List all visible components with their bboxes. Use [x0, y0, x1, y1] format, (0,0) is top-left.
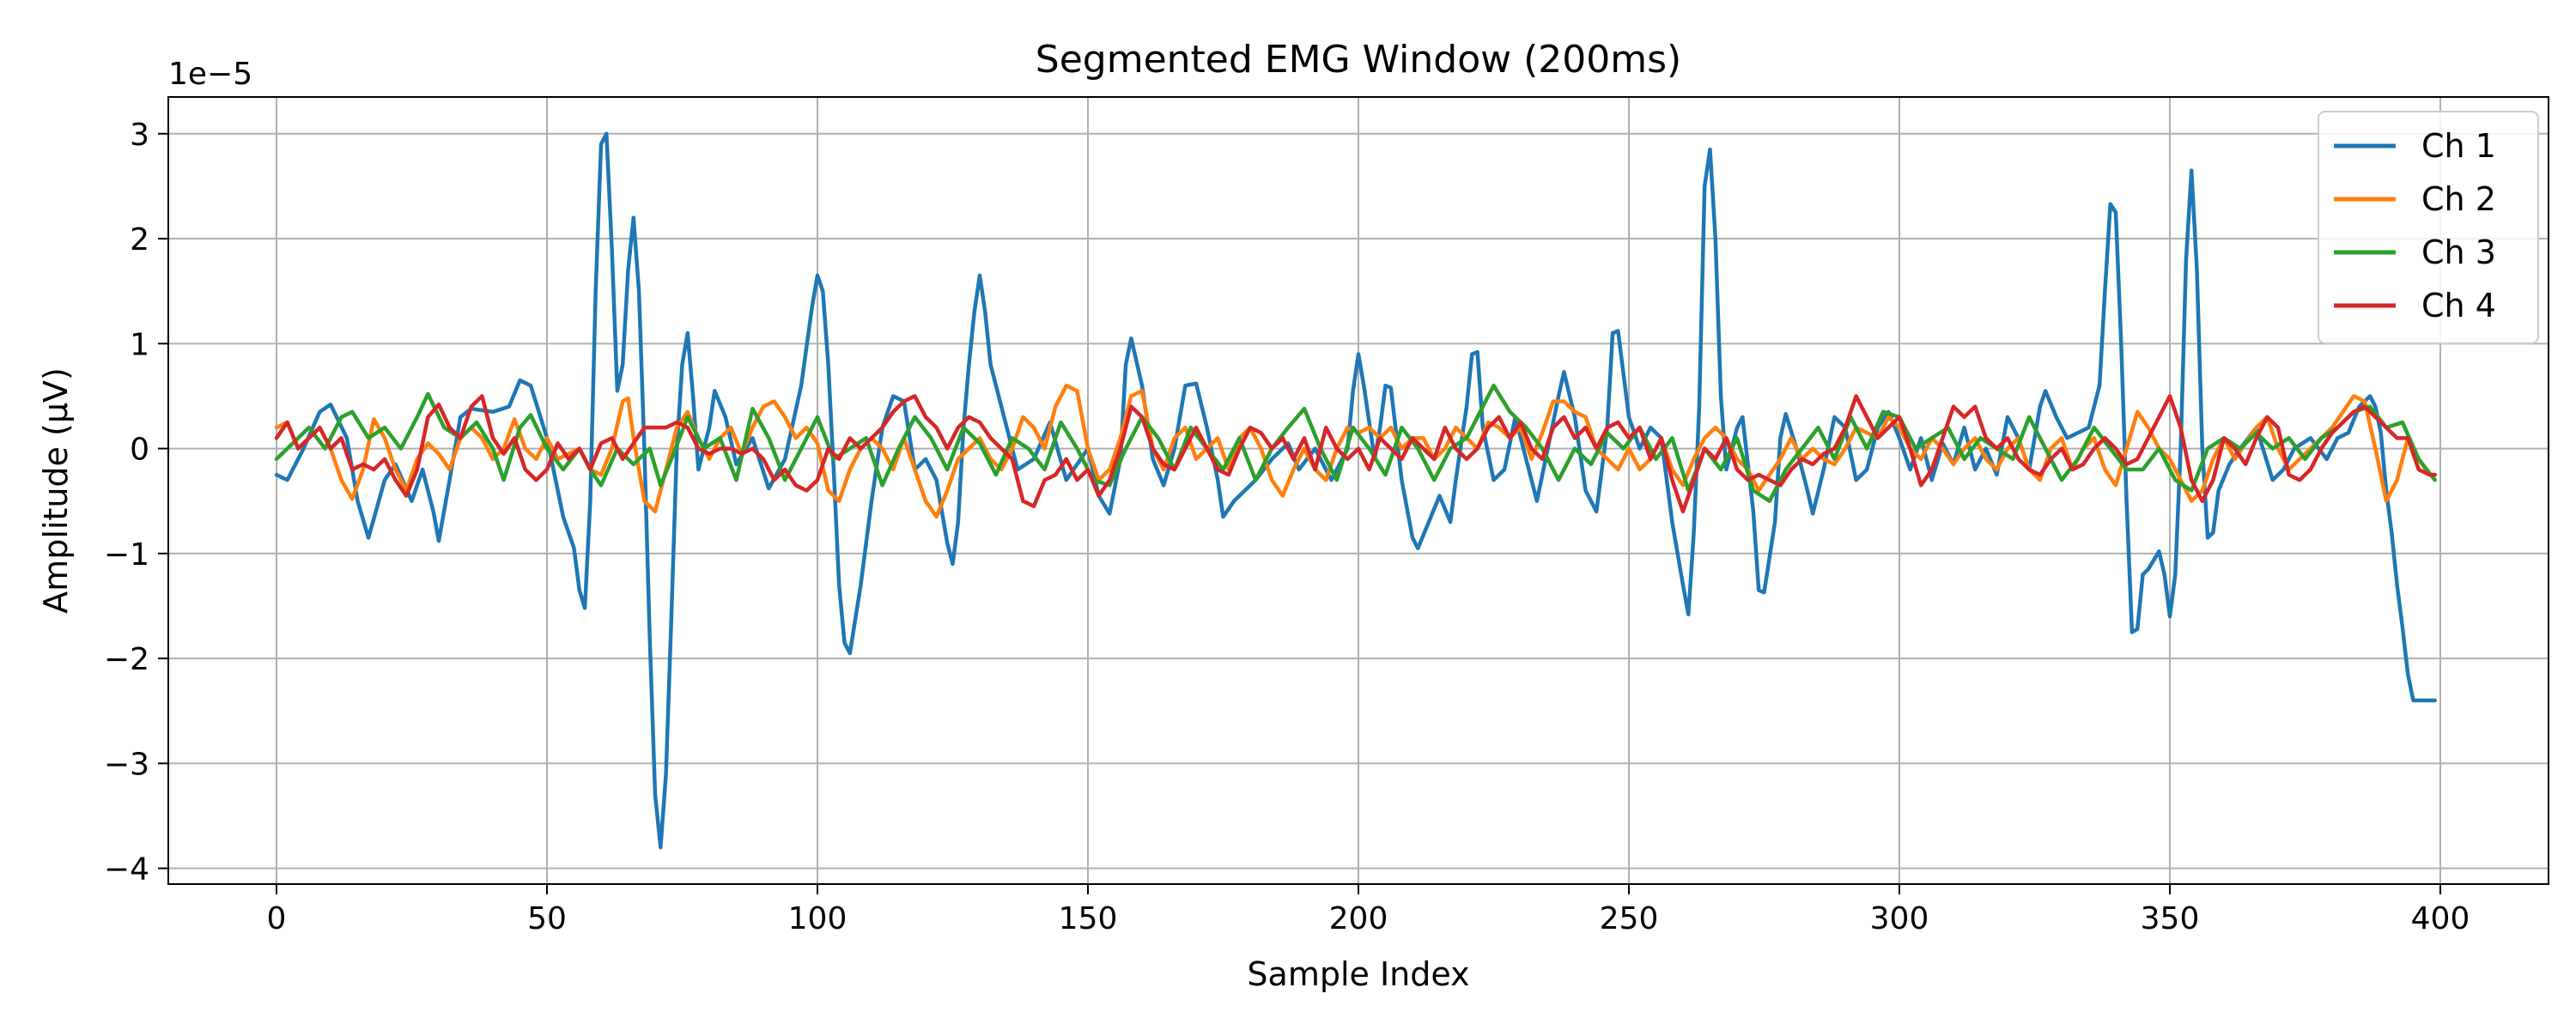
y-tick-label: 3 — [130, 118, 149, 153]
series-group — [274, 131, 2437, 850]
legend-label-ch1: Ch 1 — [2421, 127, 2496, 165]
x-tick-label: 100 — [788, 901, 848, 936]
y-axis-offset-text: 1e−5 — [168, 57, 252, 92]
x-tick-label: 200 — [1329, 901, 1388, 936]
x-tick-label: 400 — [2411, 901, 2470, 936]
legend-label-ch3: Ch 3 — [2421, 233, 2496, 271]
legend-label-ch2: Ch 2 — [2421, 180, 2496, 218]
series-line-ch4 — [274, 394, 2437, 514]
chart-title: Segmented EMG Window (200ms) — [1036, 38, 1681, 82]
legend-box — [2318, 111, 2539, 344]
legend-label-ch4: Ch 4 — [2421, 287, 2496, 324]
legend: Ch 1 Ch 2 Ch 3 Ch 4 — [2318, 111, 2539, 344]
y-tick-label: −1 — [104, 537, 149, 573]
y-axis-ticks: 3 2 1 0 −1 −2 −3 −4 — [104, 118, 168, 888]
y-tick-label: −4 — [104, 852, 149, 888]
x-axis-label: Sample Index — [1247, 955, 1469, 993]
series-line-ch3 — [274, 383, 2437, 503]
y-tick-label: −2 — [104, 642, 149, 677]
x-tick-label: 250 — [1600, 901, 1659, 936]
y-tick-label: −3 — [104, 747, 149, 782]
x-tick-label: 300 — [1870, 901, 1929, 936]
x-axis-ticks: 0 50 100 150 200 250 300 350 400 — [267, 884, 2470, 936]
x-tick-label: 0 — [267, 901, 287, 936]
y-tick-label: 0 — [130, 433, 149, 468]
y-axis-label: Amplitude (μV) — [37, 367, 75, 614]
y-tick-label: 1 — [130, 327, 149, 362]
series-line-ch1 — [274, 131, 2437, 850]
y-tick-label: 2 — [130, 222, 149, 258]
x-tick-label: 50 — [527, 901, 567, 936]
x-tick-label: 150 — [1059, 901, 1118, 936]
x-tick-label: 350 — [2141, 901, 2200, 936]
